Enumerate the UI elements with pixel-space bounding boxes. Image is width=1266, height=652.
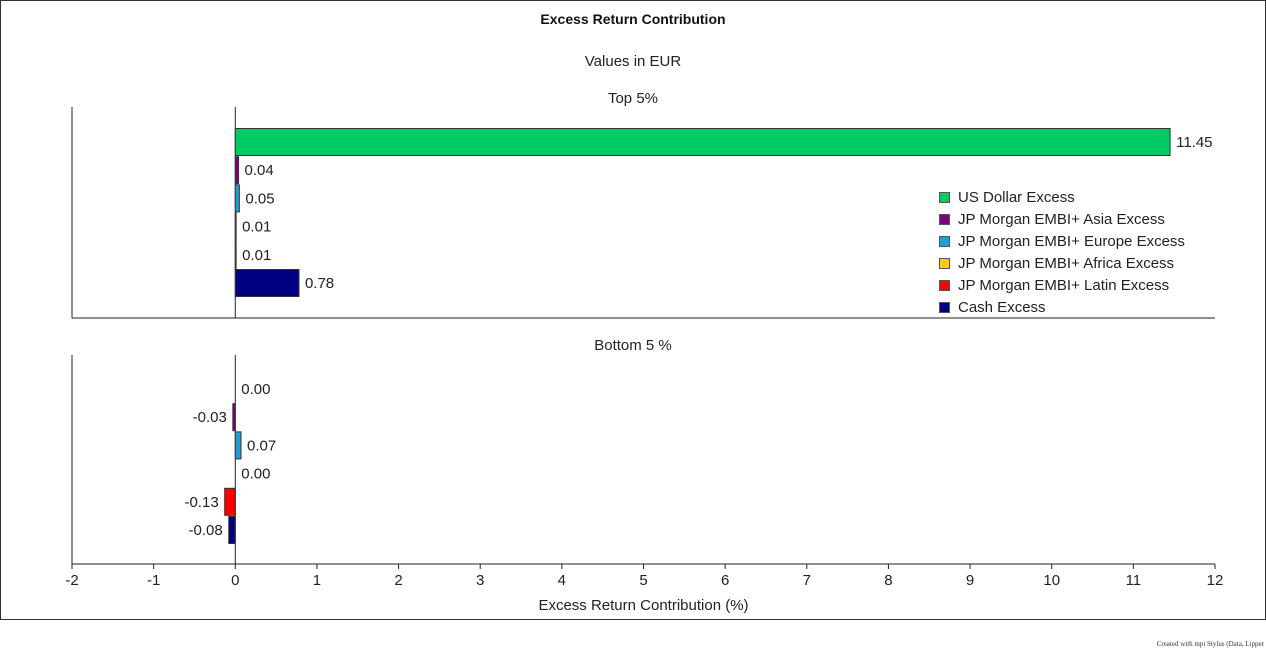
- chart-title: Excess Return Contribution: [540, 11, 726, 27]
- legend: US Dollar Excess JP Morgan EMBI+ Asia Ex…: [939, 186, 1185, 318]
- bar: [224, 487, 236, 516]
- bar-value-label: 0.04: [245, 162, 274, 179]
- legend-label: JP Morgan EMBI+ Asia Excess: [958, 210, 1165, 228]
- bar-value-label: -0.13: [184, 494, 218, 511]
- x-tick-label: 6: [721, 572, 729, 589]
- legend-label: US Dollar Excess: [958, 188, 1075, 206]
- legend-label: JP Morgan EMBI+ Latin Excess: [958, 276, 1170, 294]
- x-tick-label: -2: [65, 572, 78, 589]
- legend-item: Cash Excess: [939, 296, 1185, 318]
- bar-value-label: 0.01: [242, 247, 271, 264]
- x-tick-label: 9: [966, 572, 974, 589]
- x-tick-label: 4: [558, 572, 566, 589]
- bar-value-label: 0.78: [305, 275, 334, 292]
- legend-swatch: [939, 235, 950, 247]
- x-tick-label: 7: [803, 572, 811, 589]
- bar-value-label: -0.08: [189, 522, 223, 539]
- x-tick-label: -1: [147, 572, 160, 589]
- x-tick-label: 8: [884, 572, 892, 589]
- legend-item: US Dollar Excess: [939, 186, 1185, 208]
- legend-swatch: [939, 301, 950, 313]
- panel-title-top: Top 5%: [607, 90, 659, 107]
- x-tick-label: 3: [476, 572, 484, 589]
- legend-swatch: [939, 279, 950, 291]
- x-tick-label: 10: [1043, 572, 1060, 589]
- bar: [234, 128, 1171, 156]
- x-tick-label: 12: [1207, 572, 1224, 589]
- bar: [234, 184, 240, 213]
- chart-subtitle: Values in EUR: [584, 53, 682, 70]
- legend-item: JP Morgan EMBI+ Latin Excess: [939, 274, 1185, 296]
- legend-item: JP Morgan EMBI+ Asia Excess: [939, 208, 1185, 230]
- panel-title-bottom: Bottom 5 %: [594, 337, 672, 354]
- legend-swatch: [939, 213, 950, 225]
- legend-item: JP Morgan EMBI+ Africa Excess: [939, 252, 1185, 274]
- bar: [234, 212, 237, 241]
- x-tick-label: 11: [1126, 572, 1142, 589]
- x-tick-label: 0: [231, 572, 239, 589]
- chart-frame: [0, 0, 1266, 620]
- bar-value-label: 11.45: [1176, 134, 1212, 151]
- legend-label: Cash Excess: [958, 298, 1046, 316]
- bar-value-label: 0.00: [241, 466, 270, 483]
- bar: [232, 403, 236, 432]
- bar-value-label: 0.01: [242, 219, 271, 236]
- bar: [228, 516, 236, 544]
- bar: [234, 431, 242, 460]
- bar: [234, 156, 240, 185]
- legend-item: JP Morgan EMBI+ Europe Excess: [939, 230, 1185, 252]
- legend-swatch: [939, 257, 950, 269]
- bar-value-label: 0.05: [245, 190, 274, 207]
- legend-swatch: [939, 191, 950, 203]
- footer-credit: Created with mpi Stylus (Data, Lipper: [1156, 640, 1264, 648]
- legend-label: JP Morgan EMBI+ Africa Excess: [958, 254, 1175, 272]
- bar: [234, 240, 237, 269]
- legend-label: JP Morgan EMBI+ Europe Excess: [958, 232, 1185, 250]
- bar-value-label: 0.00: [241, 381, 270, 398]
- x-tick-label: 1: [313, 572, 321, 589]
- x-tick-label: 2: [394, 572, 402, 589]
- bar-value-label: -0.03: [193, 409, 227, 426]
- bar-value-label: 0.07: [247, 437, 276, 454]
- x-axis-label: Excess Return Contribution (%): [538, 597, 749, 614]
- bar: [234, 269, 300, 297]
- x-tick-label: 5: [639, 572, 647, 589]
